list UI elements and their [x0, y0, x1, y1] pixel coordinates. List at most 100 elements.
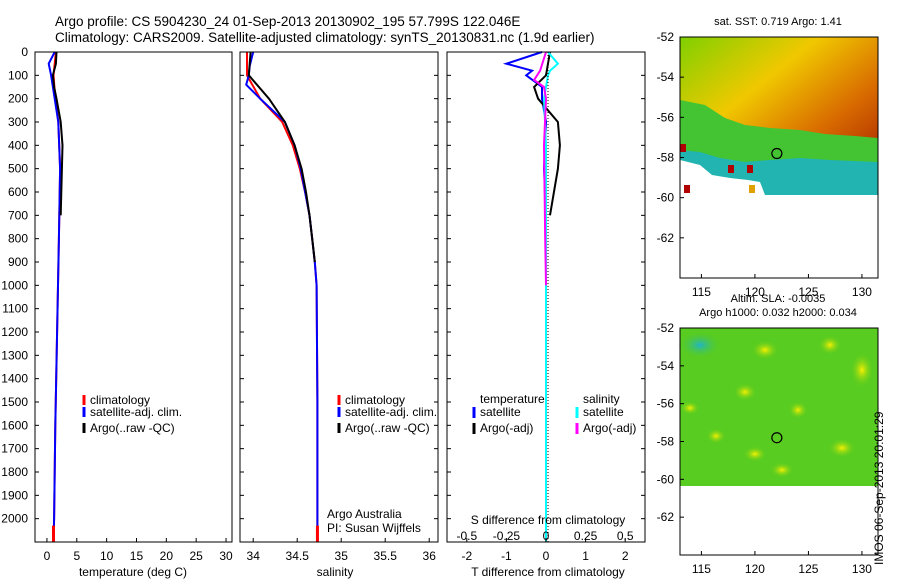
y-tick-label: -54	[657, 359, 675, 373]
series-line	[502, 51, 548, 542]
difference-secondary-ticks: -0.5 -0.25 0 0.25 0.5	[456, 529, 633, 543]
depth-tick-label: 1900	[1, 488, 28, 502]
temperature-xlabel: temperature (deg C)	[79, 565, 187, 579]
legend-satellite: satellite-adj. clim.	[345, 405, 437, 419]
series-line	[247, 51, 316, 263]
legend-salinity-title: salinity	[583, 392, 620, 406]
depth-tick-label: 1800	[1, 465, 28, 479]
legend-climatology: climatology	[345, 393, 405, 407]
difference-xticks: -2 -1 0 1 2	[461, 538, 629, 563]
y-tick-label: -58	[657, 151, 675, 165]
sst-map: sat. SST: 0.719 Argo: 1.41 -52-54-56-58-	[657, 16, 879, 299]
x-tick-label: 130	[852, 562, 872, 576]
series-line	[532, 51, 561, 216]
legend-argo: Argo(..raw -QC)	[90, 421, 175, 435]
sst-hot-pixel	[728, 165, 734, 173]
depth-tick-label: 1200	[1, 325, 28, 339]
y-tick-label: -56	[657, 397, 675, 411]
depth-tick-label: 200	[8, 92, 28, 106]
secondary-tick-label: -0.25	[493, 529, 521, 543]
argo-position-circle	[771, 432, 783, 444]
temperature-panel: 0100200300400500600700800900100011001200…	[1, 45, 645, 579]
x-tick-label: 35	[335, 549, 349, 563]
salinity-legend: climatology satellite-adj. clim. Argo(..…	[337, 393, 437, 435]
y-tick-label: -60	[657, 191, 675, 205]
legend-satellite: satellite-adj. clim.	[90, 405, 182, 419]
legend-t-argo: Argo(-adj)	[480, 421, 533, 435]
depth-axis: 0 100 200 300 400 500 600 700 800 900 1000 1100 1200…	[1, 45, 645, 526]
timestamp-stamp: IMOS 06-Sep-2013 20:01:29	[872, 411, 886, 565]
sst-warm-pixel	[749, 185, 755, 193]
depth-tick-label: 700	[8, 208, 28, 222]
series-line	[542, 51, 560, 542]
sla-high-anomaly	[751, 340, 779, 360]
temperature-plot-frame	[34, 51, 233, 543]
depth-tick-label: 500	[8, 162, 28, 176]
t-difference-label: T difference from climatology	[471, 565, 625, 579]
difference-legend: temperature salinity satellite satellite…	[472, 392, 636, 435]
depth-tick-label: 1600	[1, 418, 28, 432]
temperature-legend: climatology satellite-adj. clim. Argo(..…	[82, 393, 182, 435]
secondary-tick-label: 0.25	[574, 529, 598, 543]
x-tick-label: 25	[190, 549, 204, 563]
x-tick-label: 0	[543, 549, 550, 563]
salinity-xticks: 34 34.5 35 35.5 36	[247, 538, 436, 563]
sla-map-title-line2: Argo h1000: 0.032 h2000: 0.034	[699, 307, 857, 319]
sst-hot-pixel	[680, 144, 686, 152]
depth-tick-label: 300	[8, 115, 28, 129]
program-note: Argo Australia	[327, 507, 402, 521]
x-tick-label: 1	[582, 549, 589, 563]
series-line	[532, 51, 548, 286]
depth-tick-label: 900	[8, 255, 28, 269]
depth-tick-label: 100	[8, 68, 28, 82]
sst-hot-pixel	[684, 185, 690, 193]
x-tick-label: 125	[798, 285, 818, 299]
y-tick-label: -52	[657, 321, 675, 335]
series-line	[245, 51, 319, 542]
series-line	[51, 51, 64, 216]
sla-high-anomaly	[788, 401, 808, 419]
x-tick-label: 20	[160, 549, 174, 563]
x-tick-label: 15	[130, 549, 144, 563]
difference-panel: -2 -1 0 1 2 -0.5 -0.25 0 0.25 0.5 S difference f…	[446, 51, 646, 579]
x-tick-label: 34	[247, 549, 261, 563]
x-tick-label: 2	[622, 549, 629, 563]
legend-temperature-title: temperature	[480, 392, 545, 406]
salinity-plot-frame	[239, 51, 439, 543]
temperature-series	[47, 51, 64, 543]
x-tick-label: 10	[100, 549, 114, 563]
depth-tick-label: 1700	[1, 442, 28, 456]
y-tick-label: -62	[657, 510, 675, 524]
sst-hot-pixel	[747, 165, 753, 173]
sla-high-anomaly	[733, 383, 757, 401]
figure-title-line1: Argo profile: CS 5904230_24 01-Sep-2013 …	[55, 14, 521, 29]
x-tick-label: 30	[219, 549, 233, 563]
x-tick-label: 120	[745, 562, 765, 576]
series-line	[246, 52, 319, 542]
argo-position-marker	[771, 432, 783, 444]
legend-argo: Argo(..raw -QC)	[345, 421, 430, 435]
x-tick-label: 115	[692, 562, 711, 576]
y-tick-label: -58	[657, 435, 675, 449]
series-line	[47, 51, 62, 543]
depth-tick-label: 1000	[1, 278, 28, 292]
depth-tick-label: 1500	[1, 395, 28, 409]
depth-tick-label: 800	[8, 232, 28, 246]
depth-tick-label: 400	[8, 138, 28, 152]
secondary-tick-label: -0.5	[456, 529, 477, 543]
sst-map-axes: -52 -54 -56 -58 -60 -62 115 120 125 130	[657, 30, 873, 299]
sla-high-anomaly	[850, 352, 874, 388]
x-tick-label: 34.5	[286, 549, 310, 563]
sla-map-axes: -52 -54 -56 -58 -60 -62 115 120 125 130	[657, 321, 873, 576]
x-tick-label: 0	[44, 549, 51, 563]
argo-position-marker	[771, 147, 783, 160]
depth-tick-label: 0	[21, 45, 28, 59]
sla-map: Altim. SLA: -0.0035 Argo h1000: 0.032 h2…	[657, 293, 879, 576]
depth-tick-label: 1100	[2, 302, 28, 316]
difference-series	[502, 51, 561, 542]
legend-s-argo: Argo(-adj)	[583, 421, 636, 435]
sst-missing-region	[680, 160, 765, 195]
pi-note: PI: Susan Wijffels	[327, 521, 421, 535]
